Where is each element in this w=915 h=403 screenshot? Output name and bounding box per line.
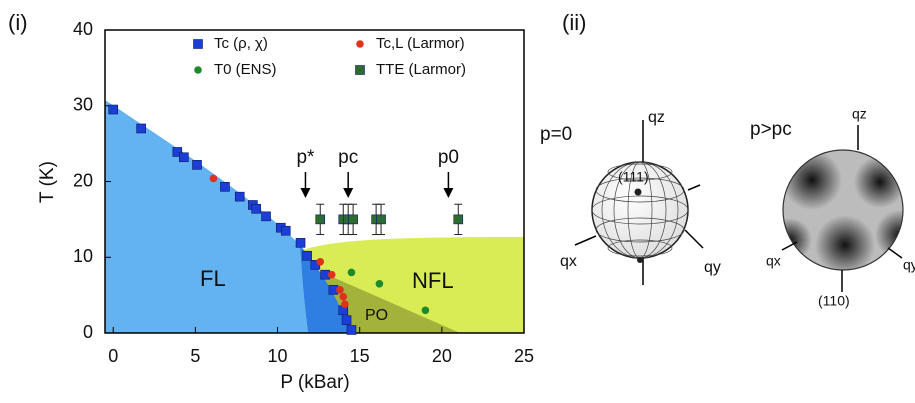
data-point: [193, 160, 202, 169]
axis-label: qz: [648, 109, 665, 126]
region-label: PO: [365, 307, 388, 324]
data-point: [252, 204, 261, 213]
data-point: [328, 271, 336, 279]
data-point: [296, 238, 305, 247]
sphere-right: [768, 125, 915, 292]
x-tick-label: 20: [432, 346, 452, 366]
legend-marker: [194, 40, 203, 49]
x-tick-label: 15: [350, 346, 370, 366]
panel-label: (ii): [562, 10, 586, 35]
y-tick-label: 0: [83, 322, 93, 342]
data-point: [220, 182, 229, 191]
data-point: [303, 251, 312, 260]
axis-label: qx: [560, 253, 577, 270]
axis-label: qy: [903, 257, 915, 273]
data-point: [454, 215, 463, 224]
annotation-label: pc: [338, 147, 358, 168]
data-point: [316, 258, 324, 266]
data-point: [262, 212, 271, 221]
data-point: [336, 286, 344, 294]
data-point: [341, 300, 349, 308]
y-tick-label: 10: [73, 246, 93, 266]
axis-label: qz: [852, 106, 867, 122]
y-tick-label: 20: [73, 170, 93, 190]
axis-label: qx: [766, 253, 781, 269]
data-point: [210, 175, 218, 183]
region-label: NFL: [412, 268, 454, 293]
legend-marker: [194, 66, 202, 74]
legend-label: TTE (Larmor): [376, 61, 466, 78]
legend-marker: [356, 40, 364, 48]
figure: (i) (ii) FL NFL PO P (kBar) T (K): [0, 0, 915, 403]
legend-label: Tc,L (Larmor): [376, 35, 465, 52]
data-point: [422, 306, 430, 314]
annotation-arrowhead: [300, 188, 310, 198]
data-point: [376, 280, 384, 288]
panel-title: p=0: [540, 124, 572, 145]
data-point: [349, 215, 358, 224]
point-label: (111): [618, 169, 649, 185]
x-axis-label: P (kBar): [280, 372, 349, 393]
x-tick-label: 0: [108, 346, 118, 366]
data-point: [179, 153, 188, 162]
sphere-left: [575, 120, 703, 285]
annotation-arrowhead: [443, 188, 453, 198]
data-point: [316, 215, 325, 224]
data-point: [342, 316, 351, 325]
data-point: [347, 325, 356, 334]
data-point: [137, 124, 146, 133]
panel-title: p>pc: [750, 119, 792, 140]
x-tick-label: 25: [514, 346, 534, 366]
data-point: [235, 192, 244, 201]
panel-label: (i): [8, 10, 28, 35]
y-axis-label: T (K): [37, 161, 58, 203]
annotation-arrowhead: [343, 188, 353, 198]
x-tick-label: 5: [190, 346, 200, 366]
data-point: [281, 226, 290, 235]
y-tick-label: 40: [73, 19, 93, 39]
axis-label: qy: [704, 259, 721, 276]
legend-label: Tc (ρ, χ): [214, 35, 268, 52]
x-tick-label: 10: [268, 346, 288, 366]
y-tick-label: 30: [73, 95, 93, 115]
region-label: FL: [200, 266, 226, 291]
point-label: (110): [818, 293, 850, 309]
legend-label: T0 (ENS): [214, 61, 277, 78]
annotation-label: p0: [438, 147, 459, 168]
fl-region: [105, 100, 308, 333]
data-point: [339, 293, 347, 301]
data-point: [109, 105, 118, 114]
annotation-label: p*: [296, 147, 315, 168]
data-point: [348, 269, 356, 277]
legend-marker: [356, 66, 365, 75]
data-point: [377, 215, 386, 224]
